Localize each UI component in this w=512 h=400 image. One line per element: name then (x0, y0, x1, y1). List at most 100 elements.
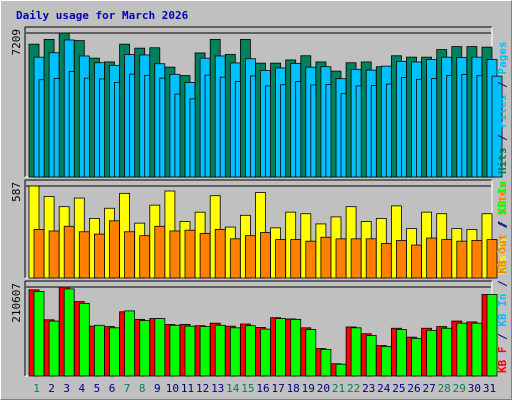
day-label: 30 (468, 382, 481, 395)
day-label: 31 (483, 382, 496, 395)
day-label: 3 (63, 382, 70, 395)
bar-kb-in (441, 327, 453, 377)
day-label: 16 (256, 382, 269, 395)
bar-sites (260, 232, 271, 279)
bar-sites (109, 220, 120, 279)
bar-kb-in (244, 325, 256, 377)
day-label: 28 (438, 382, 451, 395)
bar-kb-in (290, 318, 302, 377)
day-label: 29 (453, 382, 466, 395)
bar-kb-in (395, 329, 407, 377)
bar-kb-in (365, 335, 377, 377)
bar-kb-in (78, 302, 90, 377)
bar-kb-in (48, 320, 60, 377)
bar-kb-in (229, 327, 241, 377)
legend-entry: KB F (496, 347, 509, 374)
day-label: 27 (422, 382, 435, 395)
bar-kb-in (139, 320, 151, 377)
bar-sites (33, 229, 45, 279)
day-label: 18 (287, 382, 300, 395)
day-label: 22 (347, 382, 360, 395)
bar-kb-in (33, 291, 45, 377)
day-label: 1 (33, 382, 40, 395)
bar-sites (184, 229, 196, 279)
bar-sites (305, 240, 317, 279)
bar-sites (441, 239, 453, 279)
bar-kb-in (260, 328, 271, 377)
legend-entry: KB Out (496, 234, 509, 274)
legend-entry: / (496, 214, 509, 234)
day-label: 26 (407, 382, 420, 395)
day-label: 20 (317, 382, 330, 395)
day-label: 21 (332, 382, 345, 395)
bar-sites (48, 230, 60, 279)
bar-kb-in (486, 294, 498, 377)
day-label: 4 (78, 382, 85, 395)
day-label: 7 (124, 382, 131, 395)
day-label: 9 (154, 382, 161, 395)
bar-sites (335, 238, 347, 279)
bar-sites (395, 239, 407, 279)
legend-entry: Pages (496, 42, 509, 75)
bar-kb-in (275, 318, 287, 377)
bar-kb-in (169, 324, 181, 377)
legend-top: Hits / Files / Pages (496, 42, 509, 175)
day-label: 19 (302, 382, 315, 395)
bar-kb-in (471, 322, 483, 377)
legend-bottom: KB F / KB In / KB Out / KB In (496, 181, 509, 373)
legend-entry: / (496, 274, 509, 294)
bar-sites (411, 244, 422, 279)
bar-kb-in (94, 324, 105, 377)
bar-sites (290, 239, 302, 279)
day-label: 14 (226, 382, 240, 395)
bar-sites (456, 240, 468, 279)
bar-kb-in (411, 337, 422, 377)
bar-sites (94, 233, 105, 279)
bar-kb-in (350, 327, 362, 377)
chart-title: Daily usage for March 2026 (16, 9, 189, 22)
bar-kb-in (335, 363, 347, 377)
bar-sites (320, 236, 332, 279)
bar-kb-in (320, 348, 332, 377)
y-max-label: 210607 (10, 283, 23, 323)
day-label: 24 (377, 382, 391, 395)
bar-sites (380, 243, 392, 279)
legend-entry: / (496, 128, 509, 148)
bar-kb-in (426, 329, 438, 377)
panel-bottom: 210607 KB F / KB In / KB Out / KB In (10, 181, 509, 377)
legend-entry: / (496, 75, 509, 95)
bar-sites (350, 238, 362, 279)
day-label: 12 (196, 382, 209, 395)
legend-middle: Visits / Sites (496, 182, 509, 275)
panel-top: 7209 Hits / Files / Pages (10, 26, 509, 178)
day-label: 17 (271, 382, 284, 395)
bar-sites (214, 229, 226, 279)
day-label: 25 (392, 382, 405, 395)
day-label: 8 (139, 382, 146, 395)
legend-entry: / (496, 327, 509, 347)
legend-entry: Sites (496, 182, 509, 215)
legend-entry: KB In (496, 294, 509, 327)
bar-kb-in (305, 329, 317, 377)
legend-entry: Visits (496, 235, 509, 275)
bar-sites (365, 238, 377, 279)
legend-entry: Hits (496, 148, 509, 175)
bar-sites (426, 237, 438, 279)
bar-kb-in (184, 325, 196, 377)
panel-middle: 587 Visits / Sites (10, 179, 509, 279)
bar-sites (139, 235, 151, 279)
bar-kb-in (456, 322, 468, 377)
bar-kb-in (199, 326, 211, 377)
day-label: 2 (48, 382, 55, 395)
bar-kb-in (154, 318, 166, 377)
bar-sites (275, 239, 287, 279)
bar-sites (124, 231, 135, 279)
bar-sites (471, 239, 483, 279)
bar-sites (244, 235, 256, 279)
bar-pages (491, 75, 503, 178)
legend-entry: KB In (496, 181, 509, 214)
bar-sites (63, 225, 75, 279)
y-max-label: 587 (10, 182, 23, 202)
bar-sites (199, 232, 211, 279)
